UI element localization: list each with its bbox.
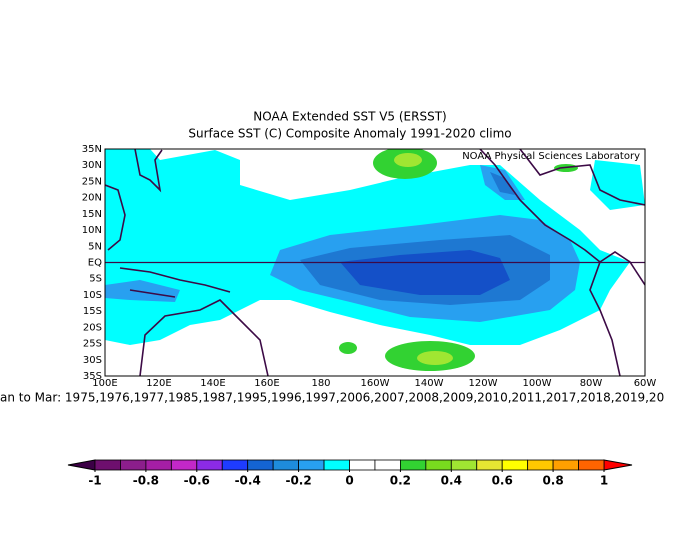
colorbar-box <box>272 459 299 471</box>
colorbar-box <box>221 459 249 471</box>
colorbar-label: -0.8 <box>133 474 159 488</box>
colorbar-box <box>374 459 401 471</box>
colorbar-label: -1 <box>88 474 101 488</box>
colorbar-box <box>578 459 605 471</box>
lon-label: 140E <box>200 378 225 389</box>
lat-label: 15N <box>82 209 102 220</box>
lon-label: 100E <box>92 378 117 389</box>
credit: NOAA Physical Sciences Laboratory <box>462 151 640 162</box>
lon-label: 120E <box>146 378 171 389</box>
colorbar-label: 1 <box>600 474 608 488</box>
colorbar-box <box>501 459 529 471</box>
lon-label: 140W <box>415 378 444 389</box>
colorbar-box <box>425 459 452 471</box>
lat-label: 30N <box>82 160 102 171</box>
colorbar-label: 0.4 <box>441 474 462 488</box>
lon-label: 80W <box>580 378 603 389</box>
colorbar-over <box>603 459 633 471</box>
colorbar-box <box>527 459 554 471</box>
subtitle: Surface SST (C) Composite Anomaly 1991-2… <box>188 127 511 141</box>
lat-label: 5N <box>88 241 102 252</box>
lon-label: 160W <box>361 378 390 389</box>
lon-label: 180 <box>311 378 330 389</box>
colorbar-box <box>450 459 478 471</box>
map: NOAA Physical Sciences Laboratory <box>104 148 646 377</box>
colorbar-label: 0.6 <box>492 474 513 488</box>
colorbar-label: -0.2 <box>285 474 311 488</box>
lat-label: 10S <box>83 290 102 301</box>
lat-label: 30S <box>83 355 102 366</box>
lat-label: 5S <box>89 274 102 285</box>
title: NOAA Extended SST V5 (ERSST) <box>253 110 446 124</box>
lat-label: 25N <box>82 176 102 187</box>
lat-label: 35N <box>82 144 102 155</box>
colorbar-label: -0.4 <box>235 474 261 488</box>
lon-label: 120W <box>469 378 498 389</box>
colorbar-label: 0.8 <box>542 474 563 488</box>
lat-label: EQ <box>88 258 102 269</box>
colorbar-label: 0.2 <box>390 474 411 488</box>
colorbar-box <box>170 459 198 471</box>
colorbar-box <box>552 459 579 471</box>
colorbar-box <box>298 459 325 471</box>
colorbar-label: 0 <box>345 474 353 488</box>
lat-label: 35S <box>83 371 102 382</box>
colorbar-box <box>120 459 147 471</box>
lat-label: 20N <box>82 193 102 204</box>
lat-label: 10N <box>82 225 102 236</box>
lon-label: 60W <box>634 378 657 389</box>
colorbar-box <box>476 459 503 471</box>
colorbar-box <box>247 459 274 471</box>
colorbar-box <box>196 459 223 471</box>
lon-label: 100W <box>523 378 552 389</box>
lat-label: 25S <box>83 339 102 350</box>
colorbar-label: -0.6 <box>184 474 210 488</box>
lat-label: 20S <box>83 322 102 333</box>
colorbar-box <box>94 459 121 471</box>
colorbar-box <box>399 459 427 471</box>
lat-label: 15S <box>83 306 102 317</box>
colorbar-box <box>323 459 350 471</box>
lon-label: 160E <box>254 378 279 389</box>
colorbar-under <box>67 459 96 471</box>
composite-text: an to Mar: 1975,1976,1977,1985,1987,1995… <box>0 391 664 405</box>
colorbar-box <box>145 459 172 471</box>
colorbar-box <box>349 459 376 471</box>
